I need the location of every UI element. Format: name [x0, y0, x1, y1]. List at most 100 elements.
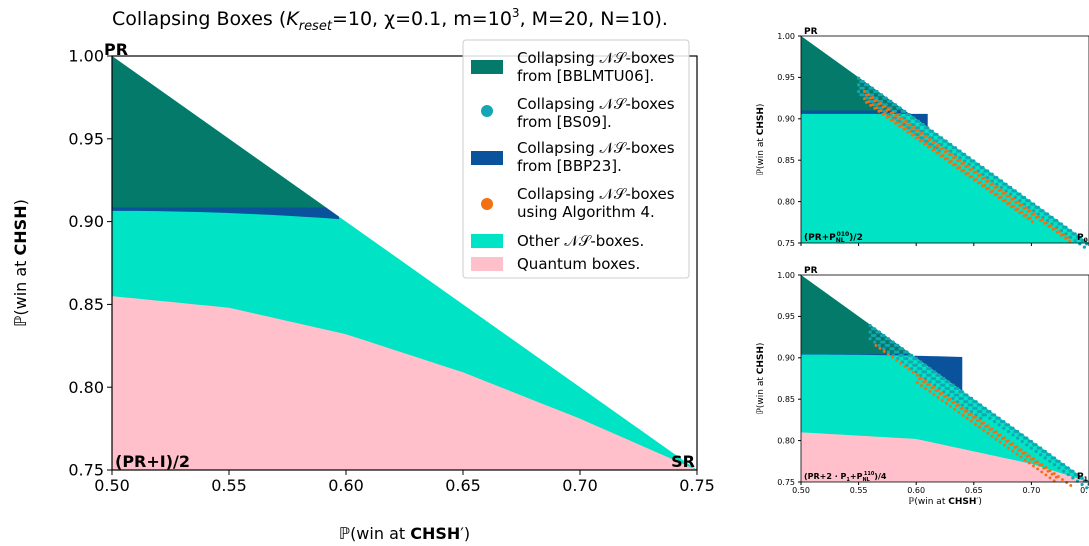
algorithm4-point: [871, 103, 875, 107]
bs09-point: [873, 103, 877, 107]
bs09-point: [857, 76, 861, 80]
algorithm4-point: [1003, 191, 1007, 195]
algorithm4-point: [1056, 475, 1060, 478]
inset-top-corner-bottom-left: (PR+PNL010)/2: [804, 231, 863, 244]
algorithm4-point: [950, 152, 953, 156]
algorithm4-point: [941, 146, 945, 150]
bs09-point: [960, 390, 964, 394]
bs09-point: [1036, 205, 1040, 209]
algorithm4-point: [1065, 481, 1069, 484]
bs09-point: [877, 337, 881, 341]
bs09-point: [896, 350, 900, 354]
algorithm4-point: [1019, 455, 1023, 459]
bs09-point: [1034, 443, 1038, 447]
bs09-point: [1078, 476, 1082, 480]
bs09-point: [919, 122, 923, 127]
legend-entry-quantum: Quantum boxes.: [471, 255, 640, 273]
y-tick-label: 0.85: [68, 295, 104, 314]
bs09-point: [1029, 439, 1033, 444]
inset-top-x-ticks: [800, 243, 1089, 246]
bs09-point: [898, 353, 902, 357]
bs09-point: [1043, 456, 1047, 460]
bs09-point: [1011, 433, 1015, 437]
bs09-point: [1057, 459, 1061, 463]
bs09-point: [995, 182, 999, 186]
bs09-point: [900, 109, 904, 113]
bs09-point: [960, 396, 964, 400]
bs09-point: [953, 393, 957, 397]
bs09-point: [863, 83, 868, 87]
bs09-point: [935, 380, 939, 384]
bs09-point: [974, 406, 978, 410]
bs09-point: [933, 132, 937, 137]
x-tick-label: 0.55: [211, 476, 247, 495]
bs09-point: [981, 166, 985, 170]
y-tick-label: 0.95: [777, 73, 795, 82]
bs09-point: [905, 350, 909, 354]
algorithm4-point: [936, 388, 940, 392]
bs09-point: [873, 89, 877, 94]
bs09-point: [942, 383, 946, 387]
bs09-point: [923, 370, 928, 374]
bs09-point: [949, 383, 953, 387]
bs09-point: [999, 185, 1004, 190]
bs09-point: [981, 172, 985, 176]
algorithm4-point: [1069, 484, 1073, 487]
algorithm4-point: [924, 379, 928, 383]
algorithm4-point: [949, 397, 952, 401]
bs09-point: [979, 410, 983, 414]
algorithm4-point: [1027, 454, 1031, 458]
algorithm4-point: [979, 173, 982, 177]
bs09-point: [882, 96, 886, 100]
algorithm4-point: [990, 434, 994, 438]
bs09-point: [870, 93, 875, 97]
bs09-point: [965, 406, 969, 410]
inset-top-dots: [857, 76, 1089, 249]
region-bbp23: [801, 353, 963, 391]
algorithm4-point: [1057, 230, 1061, 234]
algorithm4-point: [954, 162, 958, 166]
algorithm4-point: [900, 116, 904, 120]
bs09-point: [896, 343, 900, 347]
bs09-point: [861, 93, 865, 97]
algorithm4-point: [958, 158, 962, 162]
bs09-point: [990, 179, 994, 183]
algorithm4-point: [944, 394, 948, 398]
algorithm4-point: [970, 167, 974, 171]
y-tick-label: 0.80: [777, 436, 795, 445]
bs09-point: [877, 343, 881, 347]
bs09-point: [884, 96, 888, 100]
bs09-point: [1013, 189, 1017, 193]
bs09-point: [1075, 472, 1080, 477]
bs09-point: [976, 162, 981, 166]
legend-frame: [462, 39, 690, 279]
y-tick-label: 0.75: [68, 461, 104, 480]
bs09-point: [1062, 463, 1066, 467]
legend-swatch: [481, 105, 493, 117]
algorithm4-point: [974, 177, 978, 181]
region-bbp23: [112, 207, 339, 220]
bs09-point: [861, 86, 865, 90]
bs09-point: [1080, 238, 1084, 243]
algorithm4-point: [1027, 461, 1031, 465]
bs09-point: [884, 337, 888, 341]
bs09-point: [889, 340, 893, 344]
bs09-point: [877, 330, 881, 334]
algorithm4-point: [920, 384, 923, 387]
y-tick-label: 0.95: [777, 312, 795, 321]
algorithm4-point: [933, 147, 937, 151]
algorithm4-point: [965, 409, 969, 413]
bs09-point: [1027, 199, 1031, 203]
bs09-point: [946, 386, 951, 391]
algorithm4-point: [1032, 212, 1036, 216]
algorithm4-point: [970, 174, 974, 178]
bs09-point: [903, 350, 907, 354]
bs09-point: [907, 353, 911, 357]
algorithm4-point: [1020, 203, 1024, 207]
bs09-point: [928, 366, 932, 371]
bs09-point: [1025, 443, 1029, 447]
algorithm4-point: [966, 164, 970, 168]
bs09-point: [956, 393, 960, 397]
algorithm4-point: [878, 346, 882, 350]
bs09-point: [928, 129, 932, 133]
